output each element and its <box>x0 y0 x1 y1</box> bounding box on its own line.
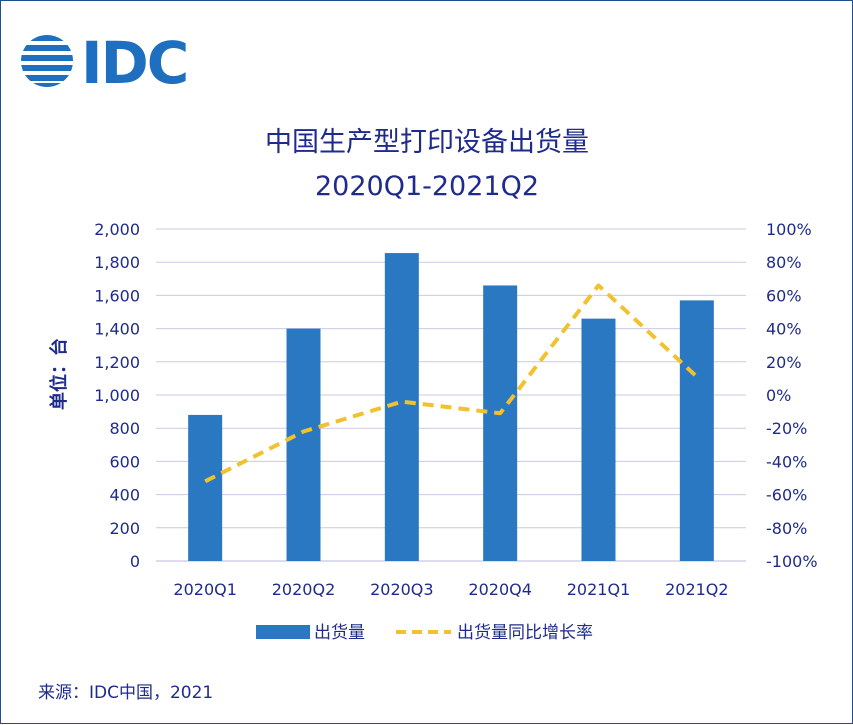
y2-tick-label: -60% <box>766 486 807 505</box>
y-tick-label: 1,400 <box>94 320 140 339</box>
y-tick-label: 0 <box>130 552 140 571</box>
x-tick-label: 2020Q3 <box>370 580 434 599</box>
bar <box>680 300 714 561</box>
y2-tick-label: -100% <box>766 552 818 571</box>
globe-icon <box>19 35 75 87</box>
line-series <box>205 285 697 481</box>
y2-tick-label: 60% <box>766 286 802 305</box>
bar <box>582 319 616 561</box>
y-tick-label: 400 <box>109 486 140 505</box>
y2-tick-label: -80% <box>766 519 807 538</box>
y-tick-label: 1,800 <box>94 253 140 272</box>
x-tick-label: 2021Q1 <box>567 580 631 599</box>
y2-tick-label: 0% <box>766 386 791 405</box>
y-axis-right-ticks: -100% -80% -60% -40% -20% 0% 20% 40% 60% 80% 100% <box>766 220 818 571</box>
logo-text: IDC <box>81 29 187 97</box>
legend-swatch-bar <box>256 625 310 639</box>
y-tick-label: 1,000 <box>94 386 140 405</box>
bar <box>287 329 321 561</box>
x-tick-label: 2021Q2 <box>665 580 729 599</box>
x-axis-ticks: 2020Q1 2020Q2 2020Q3 2020Q4 2021Q1 2021Q2 <box>173 580 728 599</box>
y-tick-label: 200 <box>109 519 140 538</box>
legend: 出货量 出货量同比增长率 <box>256 623 593 643</box>
chart-subtitle: 2020Q1-2021Q2 <box>315 171 539 202</box>
bar <box>483 285 517 561</box>
x-tick-label: 2020Q4 <box>468 580 532 599</box>
x-tick-label: 2020Q2 <box>272 580 336 599</box>
y-axis-left-ticks: 0 200 400 600 800 1,000 1,200 1,400 1,600 1,800 2,… <box>94 220 140 571</box>
y2-tick-label: 40% <box>766 320 802 339</box>
x-tick-label: 2020Q1 <box>173 580 237 599</box>
idc-logo: IDC <box>19 29 187 97</box>
y-tick-label: 600 <box>109 452 140 471</box>
gridlines <box>156 229 746 561</box>
y-tick-label: 1,200 <box>94 353 140 372</box>
y2-tick-label: -20% <box>766 419 807 438</box>
y2-tick-label: 80% <box>766 253 802 272</box>
y-tick-label: 1,600 <box>94 286 140 305</box>
legend-label-bar: 出货量 <box>314 623 365 643</box>
y2-tick-label: 20% <box>766 353 802 372</box>
y-tick-label: 2,000 <box>94 220 140 239</box>
chart-title: 中国生产型打印设备出货量 <box>265 127 589 158</box>
growth-rate-line <box>205 285 697 481</box>
source-note: 来源：IDC中国，2021 <box>38 683 213 703</box>
y2-tick-label: -40% <box>766 452 807 471</box>
legend-label-line: 出货量同比增长率 <box>457 623 593 643</box>
y-tick-label: 800 <box>109 419 140 438</box>
bar <box>188 415 222 561</box>
y-axis-label: 单位：台 <box>48 338 70 410</box>
y2-tick-label: 100% <box>766 220 812 239</box>
